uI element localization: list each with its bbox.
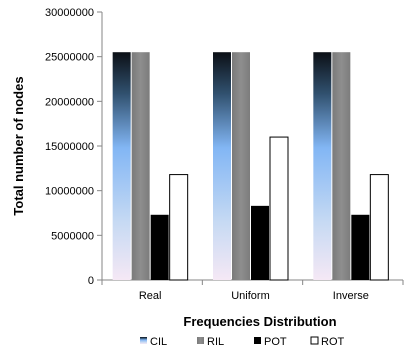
plot-area: 0 5000000 10000000 15000000 20000000 25000000… [45,7,404,302]
y-tick-label: 25000000 [45,52,94,64]
legend: CIL RIL POT ROT [140,336,345,348]
x-axis-label: Frequencies Distribution [183,314,336,329]
y-axis-label: Total number of nodes [11,76,26,215]
bar-rot-uniform [269,136,289,281]
y-tick-label: 20000000 [45,96,94,108]
x-tick-label: Real [139,290,162,302]
legend-label-cil: CIL [150,336,167,348]
bar-ril-uniform [232,52,250,281]
y-tick-label: 5000000 [51,230,94,242]
bar-rot-inverse [369,174,389,281]
legend-swatch-rot [310,336,319,345]
legend-swatch-cil [140,337,147,344]
legend-label-rot: ROT [321,336,345,348]
legend-label-ril: RIL [207,336,224,348]
x-tick-label: Uniform [231,290,270,302]
bar-pot-inverse [351,214,370,280]
legend-swatch-pot [254,337,261,344]
bar-cil-real [112,52,131,281]
y-tick-label: 30000000 [45,7,94,19]
bar-pot-real [150,214,169,280]
y-tick-label: 15000000 [45,141,94,153]
legend-label-pot: POT [264,336,287,348]
y-tick-label: 10000000 [45,186,94,198]
bar-ril-inverse [332,52,351,281]
bar-ril-real [131,52,150,281]
bar-rot-real [169,174,189,281]
legend-swatch-ril [197,337,204,344]
bar-cil-inverse [313,52,332,281]
y-tick-label: 0 [88,275,94,287]
bar-cil-uniform [213,52,231,281]
bar-pot-uniform [251,205,269,280]
x-tick-label: Inverse [333,290,369,302]
